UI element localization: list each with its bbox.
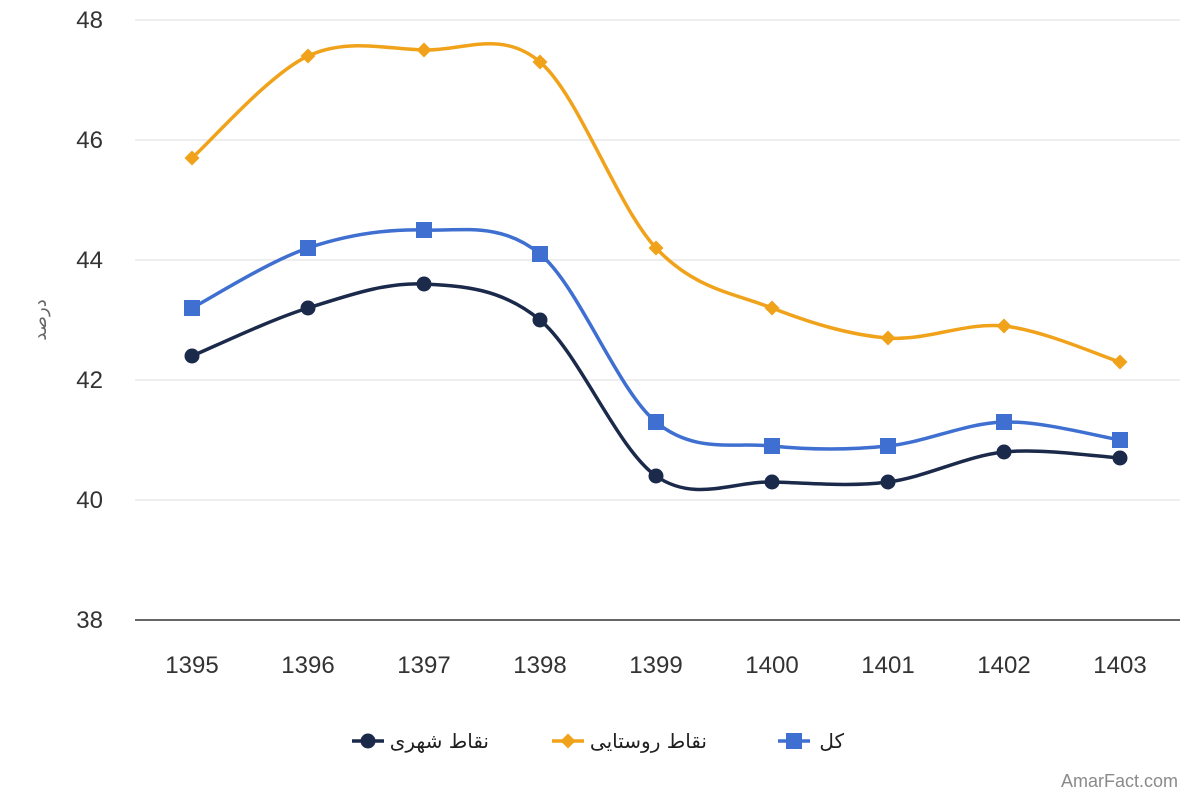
data-point-circle (184, 348, 200, 364)
data-point-circle (996, 444, 1012, 460)
legend-label: کل (819, 729, 844, 753)
data-point-square (648, 414, 664, 430)
data-point-diamond (764, 300, 780, 316)
data-point-square (996, 414, 1012, 430)
x-tick-label: 1403 (1093, 652, 1146, 679)
data-point-diamond (880, 330, 896, 346)
y-tick-label: 44 (76, 247, 103, 274)
x-tick-label: 1396 (281, 652, 334, 679)
x-tick-label: 1398 (513, 652, 566, 679)
y-tick-label: 48 (76, 7, 103, 34)
data-point-diamond (648, 240, 664, 256)
legend-marker-circle (360, 733, 376, 749)
series-diamond (184, 42, 1128, 370)
x-tick-label: 1395 (165, 652, 218, 679)
series-line (190, 282, 1122, 492)
y-tick-label: 42 (76, 367, 103, 394)
data-point-circle (764, 474, 780, 490)
legend-label: نقاط روستایی (590, 729, 707, 753)
legend-item[interactable]: نقاط شهری (352, 729, 489, 753)
data-point-circle (880, 474, 896, 490)
y-tick-label: 46 (76, 127, 103, 154)
legend: نقاط شهری نقاط روستایی کل (352, 729, 844, 753)
series-line (190, 227, 1122, 451)
x-tick-label: 1399 (629, 652, 682, 679)
legend-label: نقاط شهری (390, 729, 489, 753)
legend-item[interactable]: نقاط روستایی (552, 729, 707, 753)
series-circle (184, 276, 1128, 492)
data-point-circle (416, 276, 432, 292)
data-point-square (184, 300, 200, 316)
grid-lines (135, 19, 1180, 501)
data-point-square (880, 438, 896, 454)
series-square (184, 222, 1128, 454)
data-point-square (416, 222, 432, 238)
legend-item[interactable]: کل (778, 729, 844, 753)
data-point-square (764, 438, 780, 454)
legend-marker-diamond (560, 733, 576, 749)
data-point-circle (532, 312, 548, 328)
y-axis-title: درصد (30, 299, 51, 340)
data-point-circle (1112, 450, 1128, 466)
data-point-diamond (1112, 354, 1128, 370)
x-tick-label: 1397 (397, 652, 450, 679)
data-point-square (300, 240, 316, 256)
data-point-diamond (996, 318, 1012, 334)
x-tick-label: 1400 (745, 652, 798, 679)
data-point-diamond (300, 48, 316, 64)
series-layer (184, 42, 1128, 492)
data-point-diamond (184, 150, 200, 166)
legend-marker-square (786, 733, 802, 749)
axes: 38 40 42 44 46 48 1395 1396 1397 1398 1399 1400 1401… (30, 7, 1180, 679)
data-point-square (532, 246, 548, 262)
data-point-diamond (416, 42, 432, 58)
y-tick-label: 40 (76, 487, 103, 514)
x-tick-label: 1401 (861, 652, 914, 679)
y-tick-label: 38 (76, 607, 103, 634)
data-point-circle (648, 468, 664, 484)
x-tick-label: 1402 (977, 652, 1030, 679)
watermark: AmarFact.com (1060, 771, 1178, 791)
data-point-square (1112, 432, 1128, 448)
series-line (190, 42, 1122, 364)
data-point-circle (300, 300, 316, 316)
data-point-diamond (532, 54, 548, 70)
